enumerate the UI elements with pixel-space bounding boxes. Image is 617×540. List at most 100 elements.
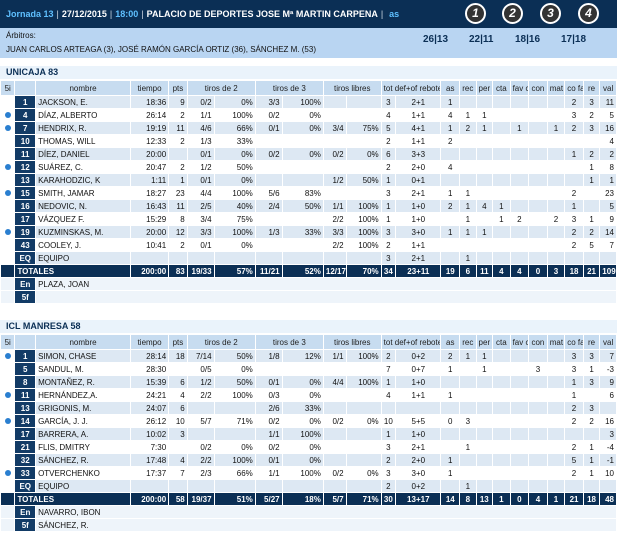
total-fav: 0 xyxy=(509,492,530,506)
stat-tl xyxy=(322,108,347,122)
player-row[interactable]: 1 JACKSON, E. 18:36 9 0/2 0% 3/3 100% 3 2+1 1 2 3 11 xyxy=(0,95,617,109)
stat-time: 26:12 xyxy=(129,414,170,428)
player-row[interactable]: EQ EQUIPO 3 2+1 1 xyxy=(0,251,617,265)
player-row[interactable]: 21 FLIS, DMITRY 7:30 0/2 0% 0/2 0% 3 2+1 1 2 1 -4 xyxy=(0,440,617,454)
quarter-1-icon[interactable]: 1 xyxy=(465,3,486,24)
player-name: EQUIPO xyxy=(35,479,131,493)
total-t2p: 57% xyxy=(213,264,256,278)
stat-tlp xyxy=(345,95,382,109)
stat-mat xyxy=(546,238,566,252)
stat-rec xyxy=(459,453,477,467)
col-fav: fav com xyxy=(509,334,530,350)
stat-t2: 4/4 xyxy=(186,186,215,200)
stat-co: 3 xyxy=(564,362,584,376)
stat-per xyxy=(475,466,494,480)
stat-time: 7:30 xyxy=(129,440,170,454)
stat-tl: 0/2 xyxy=(322,147,347,161)
player-row[interactable]: 11 HERNÁNDEZ,A. 24:21 4 2/2 100% 0/3 0% 4 1+1 1 1 6 xyxy=(0,388,617,402)
stat-pts xyxy=(168,479,188,493)
col-time: tiempo xyxy=(129,80,170,96)
stat-per: 4 xyxy=(475,199,494,213)
stat-time: 24:21 xyxy=(129,388,170,402)
five-fouls-player: SÁNCHEZ, R. xyxy=(35,518,617,532)
stat-mat xyxy=(546,453,566,467)
col-val: val xyxy=(599,80,617,96)
player-number: 5 xyxy=(14,362,37,376)
quarter-4-icon[interactable]: 4 xyxy=(578,3,599,24)
stat-as: 1 xyxy=(440,121,461,135)
stat-mat: 1 xyxy=(546,121,566,135)
stat-val: 4 xyxy=(599,134,617,148)
stat-cta xyxy=(492,375,511,389)
stat-tot: 1 xyxy=(380,199,397,213)
player-row[interactable]: 12 SUÁREZ, C. 20:47 2 1/2 50% 2 2+0 4 1 8 xyxy=(0,160,617,174)
player-row[interactable]: 13 KARAHODZIC, K 1:11 1 0/1 0% 1/2 50% 1 0+1 1 1 xyxy=(0,173,617,187)
stat-tot: 2 xyxy=(380,238,397,252)
player-number: 1 xyxy=(14,349,37,363)
stat-con xyxy=(528,375,548,389)
stat-con xyxy=(528,466,548,480)
player-row[interactable]: 1 SIMON, CHASE 28:14 18 7/14 50% 1/8 12% 1/1 100%… xyxy=(0,349,617,363)
player-number: 33 xyxy=(14,466,37,480)
total-con: 0 xyxy=(528,264,548,278)
stat-cta xyxy=(492,108,511,122)
quarter-2-icon[interactable]: 2 xyxy=(502,3,523,24)
team-1-boxscore: 5i nombre tiempo pts tiros de 2 tiros de 3 tir… xyxy=(0,80,617,304)
stat-pts: 18 xyxy=(168,349,188,363)
stat-co xyxy=(564,479,584,493)
stat-cta xyxy=(492,427,511,441)
player-row[interactable]: 43 COOLEY, J. 10:41 2 0/1 0% 2/2 100% 2 1+1 2 5 7 xyxy=(0,238,617,252)
stat-mat xyxy=(546,362,566,376)
stat-t2p: 100% xyxy=(213,388,256,402)
player-row[interactable]: 10 THOMAS, WILL 12:33 2 1/3 33% 2 1+1 2 4 xyxy=(0,134,617,148)
stat-cta xyxy=(492,147,511,161)
stat-mat xyxy=(546,225,566,239)
total-t3: 5/27 xyxy=(254,492,283,506)
player-row[interactable]: EQ EQUIPO 2 0+2 1 xyxy=(0,479,617,493)
stat-tlp xyxy=(345,388,382,402)
player-row[interactable]: 8 MONTAÑEZ, R. 15:39 6 1/2 50% 0/1 0% 4/4 100% 1 1+… xyxy=(0,375,617,389)
stat-cta xyxy=(492,414,511,428)
player-row[interactable]: 14 GARCÍA, J. J. 26:12 10 5/7 71% 0/2 0% 0/2 0% 10… xyxy=(0,414,617,428)
total-re: 18 xyxy=(582,492,601,506)
player-row[interactable]: 33 OTVERCHENKO 17:37 7 2/3 66% 1/1 100% 0/2 0% 3 3+… xyxy=(0,466,617,480)
stat-fav xyxy=(509,466,530,480)
player-row[interactable]: 16 NEDOVIC, N. 16:43 11 2/5 40% 2/4 50% 1/1 100% 1… xyxy=(0,199,617,213)
stat-t2: 0/1 xyxy=(186,238,215,252)
player-row[interactable]: 17 VÁZQUEZ F. 15:29 8 3/4 75% 2/2 100% 1 1+0 1 1 2 2 3… xyxy=(0,212,617,226)
col-five: 5i xyxy=(0,334,16,350)
quarter-3-icon[interactable]: 3 xyxy=(540,3,561,24)
player-row[interactable]: 13 GRIGONIS, M. 24:07 6 2/6 33% 2 3 xyxy=(0,401,617,415)
stat-t2: 3/4 xyxy=(186,212,215,226)
player-name: HENDRIX, R. xyxy=(35,121,131,135)
stat-re: 3 xyxy=(582,95,601,109)
player-row[interactable]: 19 KUZMINSKAS, M. 20:00 12 3/3 100% 1/3 33% 3/3 1… xyxy=(0,225,617,239)
stat-tl xyxy=(322,134,347,148)
stat-fav xyxy=(509,147,530,161)
stat-re: 3 xyxy=(582,121,601,135)
stat-tl xyxy=(322,427,347,441)
stat-t2p: 100% xyxy=(213,108,256,122)
stat-fav xyxy=(509,375,530,389)
player-row[interactable]: 4 DÍAZ, ALBERTO 26:14 2 1/1 100% 0/2 0% 4 1+1 4 1 1 3… xyxy=(0,108,617,122)
stat-t3p: 0% xyxy=(281,147,324,161)
stat-t3: 2/4 xyxy=(254,199,283,213)
player-row[interactable]: 7 HENDRIX, R. 19:19 11 4/6 66% 0/1 0% 3/4 75% 5 4+1… xyxy=(0,121,617,135)
stat-t3: 0/2 xyxy=(254,147,283,161)
col-as: as xyxy=(440,80,461,96)
player-row[interactable]: 32 SÁNCHEZ, R. 17:48 4 2/2 100% 0/1 0% 2 2+0 1 5 1 -1 xyxy=(0,453,617,467)
col-con: con xyxy=(528,334,548,350)
player-number: 4 xyxy=(14,108,37,122)
stat-co: 2 xyxy=(564,466,584,480)
stat-per xyxy=(475,95,494,109)
stat-co: 5 xyxy=(564,453,584,467)
player-row[interactable]: 15 SMITH, JAMAR 18:27 23 4/4 100% 5/6 83% 3 2+1 1 1… xyxy=(0,186,617,200)
stat-tl: 3/4 xyxy=(322,121,347,135)
player-row[interactable]: 11 DÍEZ, DANIEL 20:00 0/1 0% 0/2 0% 0/2 0% 6 3+3 1 2… xyxy=(0,147,617,161)
player-row[interactable]: 17 BARRERA, A. 10:02 3 1/1 100% 1 1+0 3 xyxy=(0,427,617,441)
player-row[interactable]: 5 SANDUL, M. 28:30 0/5 0% 7 0+7 1 1 3 3 1 -3 xyxy=(0,362,617,376)
player-name: EQUIPO xyxy=(35,251,131,265)
stat-time: 18:36 xyxy=(129,95,170,109)
stat-t2: 0/1 xyxy=(186,147,215,161)
stat-val: -1 xyxy=(599,453,617,467)
